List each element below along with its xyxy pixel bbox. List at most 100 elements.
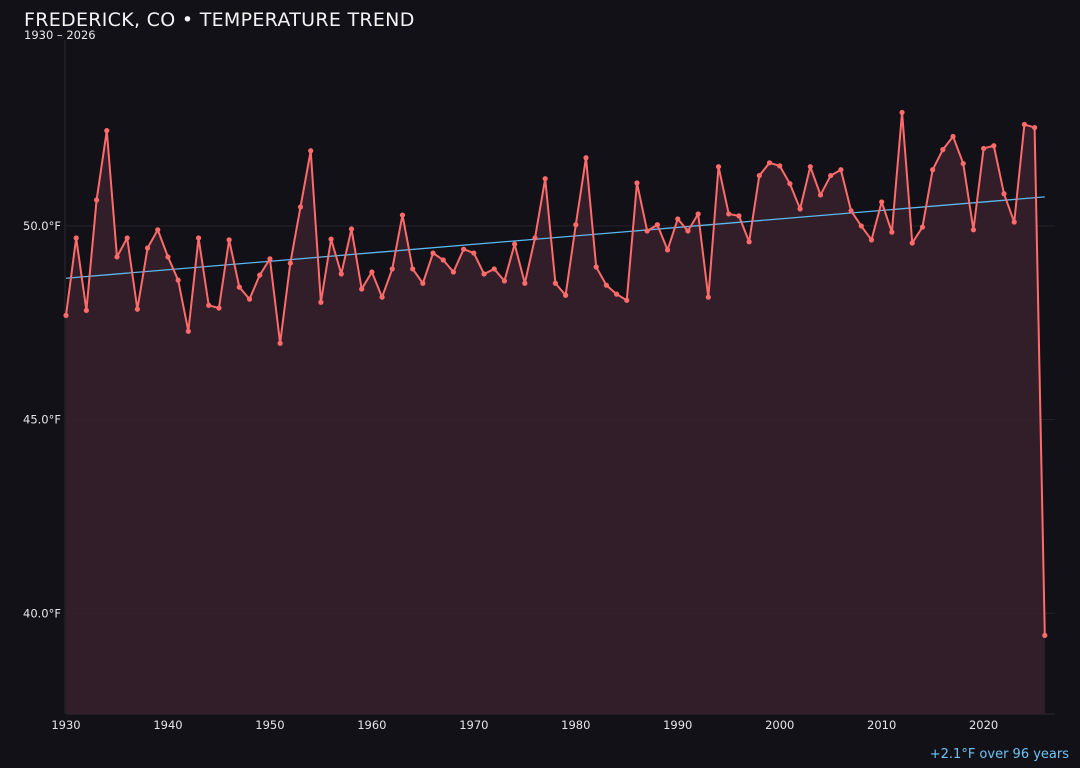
data-point xyxy=(134,306,140,312)
y-tick-label: 50.0°F xyxy=(23,219,61,233)
data-point xyxy=(165,254,171,260)
data-point xyxy=(552,280,559,286)
data-point xyxy=(195,235,202,241)
data-point xyxy=(1021,121,1028,128)
data-point xyxy=(308,148,314,154)
data-point xyxy=(603,282,609,288)
data-point xyxy=(940,147,946,153)
data-point xyxy=(318,299,324,305)
data-point xyxy=(175,277,181,283)
data-point xyxy=(848,208,854,214)
data-point xyxy=(889,229,895,235)
data-point xyxy=(838,167,844,173)
data-point xyxy=(583,155,589,161)
data-point xyxy=(1042,632,1048,638)
x-tick-label: 1970 xyxy=(459,718,488,732)
trend-line xyxy=(65,196,1045,279)
data-point xyxy=(756,172,762,179)
y-tick-label: 40.0°F xyxy=(23,606,61,620)
data-point xyxy=(277,340,283,346)
data-point xyxy=(410,266,416,272)
data-point xyxy=(399,212,406,218)
data-point xyxy=(501,278,508,284)
data-point xyxy=(114,254,120,260)
data-point xyxy=(206,302,212,308)
data-point xyxy=(1032,124,1038,131)
series-area-fill xyxy=(66,112,1045,715)
data-point xyxy=(471,250,477,256)
data-point xyxy=(512,241,518,247)
data-point xyxy=(981,145,987,152)
data-point xyxy=(542,176,548,182)
data-point xyxy=(654,222,660,228)
data-point xyxy=(766,160,773,166)
data-point xyxy=(868,237,875,243)
data-point xyxy=(124,235,130,241)
data-point xyxy=(297,204,304,210)
data-point xyxy=(522,280,528,286)
x-tick-label: 1960 xyxy=(357,718,386,732)
data-point xyxy=(481,271,487,277)
data-point xyxy=(797,206,803,212)
data-point xyxy=(593,264,599,270)
data-point xyxy=(664,247,671,253)
data-point xyxy=(1011,219,1017,225)
data-point xyxy=(817,192,824,198)
data-point xyxy=(685,228,691,234)
data-point xyxy=(899,109,905,116)
data-point xyxy=(777,163,783,169)
data-point xyxy=(960,160,966,167)
data-point xyxy=(736,213,742,219)
data-point xyxy=(440,257,446,263)
data-point xyxy=(430,250,436,256)
x-tick-label: 1930 xyxy=(51,718,80,732)
data-point xyxy=(144,245,151,251)
data-point xyxy=(328,236,334,242)
chart-title: FREDERICK, CO • TEMPERATURE TREND xyxy=(24,9,415,31)
data-point xyxy=(216,305,222,311)
data-point xyxy=(287,260,293,266)
data-point xyxy=(695,211,701,217)
data-point xyxy=(369,269,375,275)
data-point xyxy=(236,284,242,290)
data-point xyxy=(104,128,110,134)
data-point xyxy=(420,280,426,286)
data-point xyxy=(491,266,497,272)
data-point xyxy=(246,296,253,302)
data-point xyxy=(185,328,191,334)
data-point xyxy=(155,227,161,233)
data-point xyxy=(338,271,344,277)
trend-annotation: +2.1°F over 96 years xyxy=(929,747,1069,762)
data-point xyxy=(919,224,926,230)
data-point xyxy=(389,266,395,272)
data-point xyxy=(73,235,79,241)
data-point xyxy=(83,307,89,313)
data-point xyxy=(787,181,793,187)
x-tick-label: 1980 xyxy=(561,718,590,732)
data-point xyxy=(634,180,640,186)
data-point xyxy=(675,216,681,222)
data-point xyxy=(613,291,620,297)
data-point xyxy=(644,228,650,234)
data-point xyxy=(450,269,457,275)
x-tick-label: 1950 xyxy=(255,718,284,732)
data-point xyxy=(532,235,538,241)
data-point xyxy=(93,197,100,203)
x-tick-label: 1990 xyxy=(663,718,692,732)
data-point xyxy=(379,294,385,300)
data-point xyxy=(63,312,69,319)
data-point xyxy=(807,164,813,170)
data-point xyxy=(1001,191,1007,197)
data-point xyxy=(909,240,915,246)
data-point xyxy=(705,294,711,300)
data-point xyxy=(858,223,864,229)
data-point xyxy=(359,286,365,292)
data-point xyxy=(828,172,834,179)
x-tick-label: 2000 xyxy=(765,718,794,732)
data-point xyxy=(226,237,232,243)
data-point xyxy=(257,272,263,278)
x-tick-label: 1940 xyxy=(153,718,182,732)
data-point xyxy=(970,227,977,233)
y-tick-label: 45.0°F xyxy=(23,413,61,427)
